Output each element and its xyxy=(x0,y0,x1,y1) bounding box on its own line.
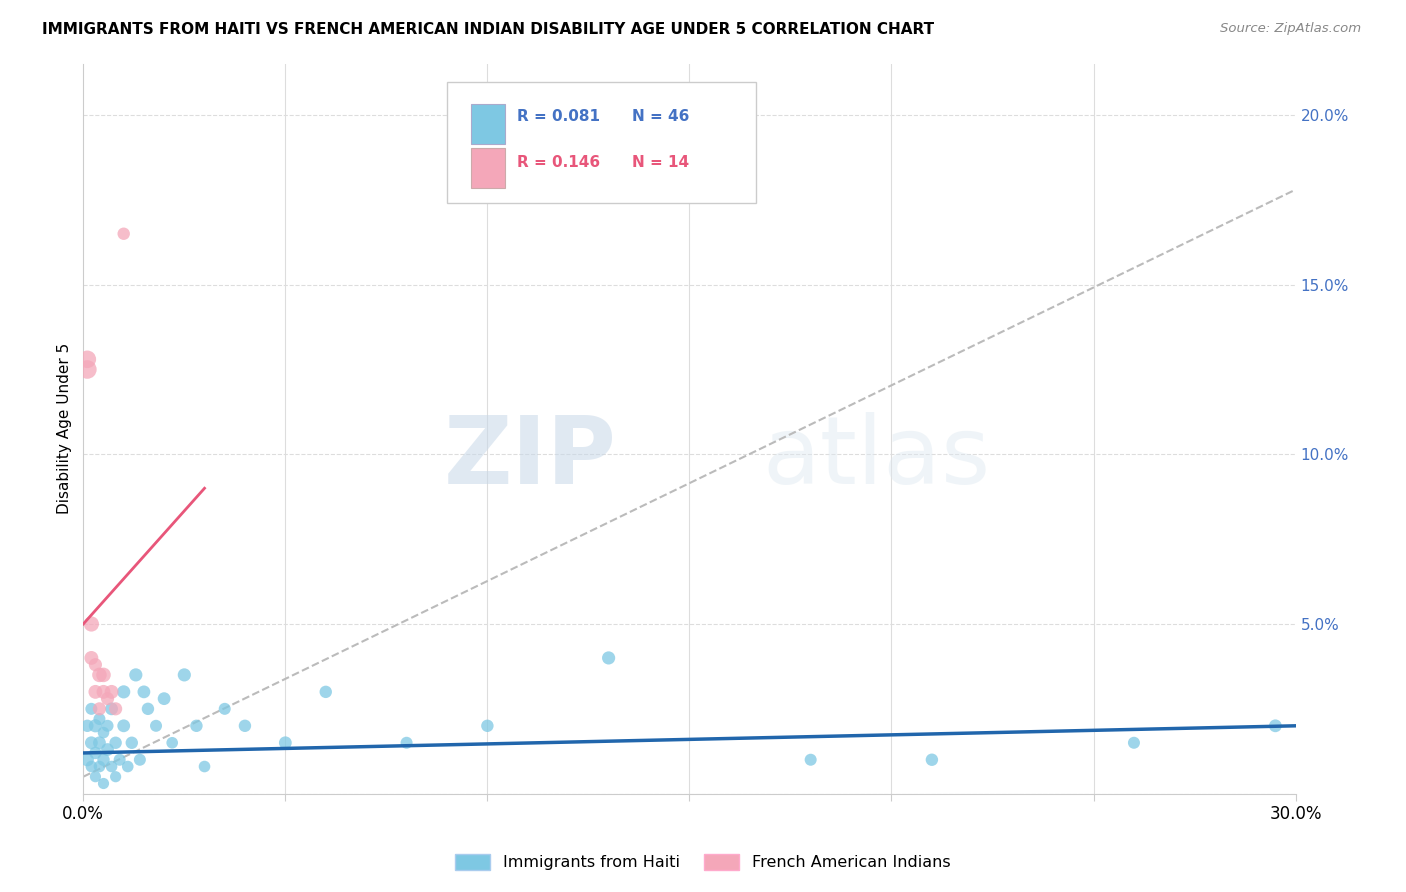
FancyBboxPatch shape xyxy=(471,148,505,188)
Point xyxy=(89,702,111,716)
Text: R = 0.081: R = 0.081 xyxy=(517,109,600,124)
Point xyxy=(80,651,103,665)
Point xyxy=(104,770,127,784)
Point xyxy=(395,736,418,750)
Point xyxy=(125,668,148,682)
Point xyxy=(117,759,139,773)
Point xyxy=(93,668,115,682)
Point xyxy=(128,753,150,767)
Point xyxy=(93,776,115,790)
Text: N = 14: N = 14 xyxy=(633,155,689,170)
Point xyxy=(84,685,107,699)
Point xyxy=(80,759,103,773)
Point xyxy=(84,719,107,733)
Legend: Immigrants from Haiti, French American Indians: Immigrants from Haiti, French American I… xyxy=(449,847,957,877)
Point xyxy=(112,685,135,699)
Point xyxy=(93,725,115,739)
Point xyxy=(214,702,236,716)
Point xyxy=(160,736,183,750)
Point xyxy=(121,736,143,750)
Text: N = 46: N = 46 xyxy=(633,109,690,124)
Point xyxy=(89,712,111,726)
Point xyxy=(84,657,107,672)
Point xyxy=(145,719,167,733)
Text: atlas: atlas xyxy=(762,412,990,504)
Point xyxy=(112,227,135,241)
Point xyxy=(108,753,131,767)
Point xyxy=(89,736,111,750)
Point xyxy=(315,685,337,699)
Point xyxy=(96,691,118,706)
Y-axis label: Disability Age Under 5: Disability Age Under 5 xyxy=(58,343,72,515)
Point xyxy=(100,759,122,773)
Point xyxy=(173,668,195,682)
Text: IMMIGRANTS FROM HAITI VS FRENCH AMERICAN INDIAN DISABILITY AGE UNDER 5 CORRELATI: IMMIGRANTS FROM HAITI VS FRENCH AMERICAN… xyxy=(42,22,935,37)
Point xyxy=(76,362,98,376)
Point xyxy=(274,736,297,750)
Point xyxy=(80,702,103,716)
Point xyxy=(96,719,118,733)
Point xyxy=(76,719,98,733)
Point xyxy=(477,719,499,733)
Point xyxy=(76,352,98,367)
Point xyxy=(921,753,943,767)
Point xyxy=(80,736,103,750)
Point xyxy=(93,685,115,699)
FancyBboxPatch shape xyxy=(471,104,505,145)
Point xyxy=(89,759,111,773)
Point xyxy=(153,691,176,706)
Point xyxy=(800,753,823,767)
Point xyxy=(80,617,103,632)
Text: R = 0.146: R = 0.146 xyxy=(517,155,600,170)
Point xyxy=(104,736,127,750)
Text: Source: ZipAtlas.com: Source: ZipAtlas.com xyxy=(1220,22,1361,36)
Point xyxy=(1264,719,1286,733)
Point xyxy=(84,770,107,784)
Point xyxy=(193,759,215,773)
Point xyxy=(96,742,118,756)
Point xyxy=(598,651,620,665)
Point xyxy=(76,753,98,767)
Point xyxy=(104,702,127,716)
Point xyxy=(233,719,256,733)
Point xyxy=(136,702,159,716)
Point xyxy=(186,719,208,733)
Point xyxy=(89,668,111,682)
Point xyxy=(100,702,122,716)
Point xyxy=(93,753,115,767)
Point xyxy=(1123,736,1146,750)
Point xyxy=(84,746,107,760)
Text: ZIP: ZIP xyxy=(444,412,617,504)
Point xyxy=(112,719,135,733)
Point xyxy=(100,685,122,699)
Point xyxy=(132,685,155,699)
FancyBboxPatch shape xyxy=(447,82,756,202)
